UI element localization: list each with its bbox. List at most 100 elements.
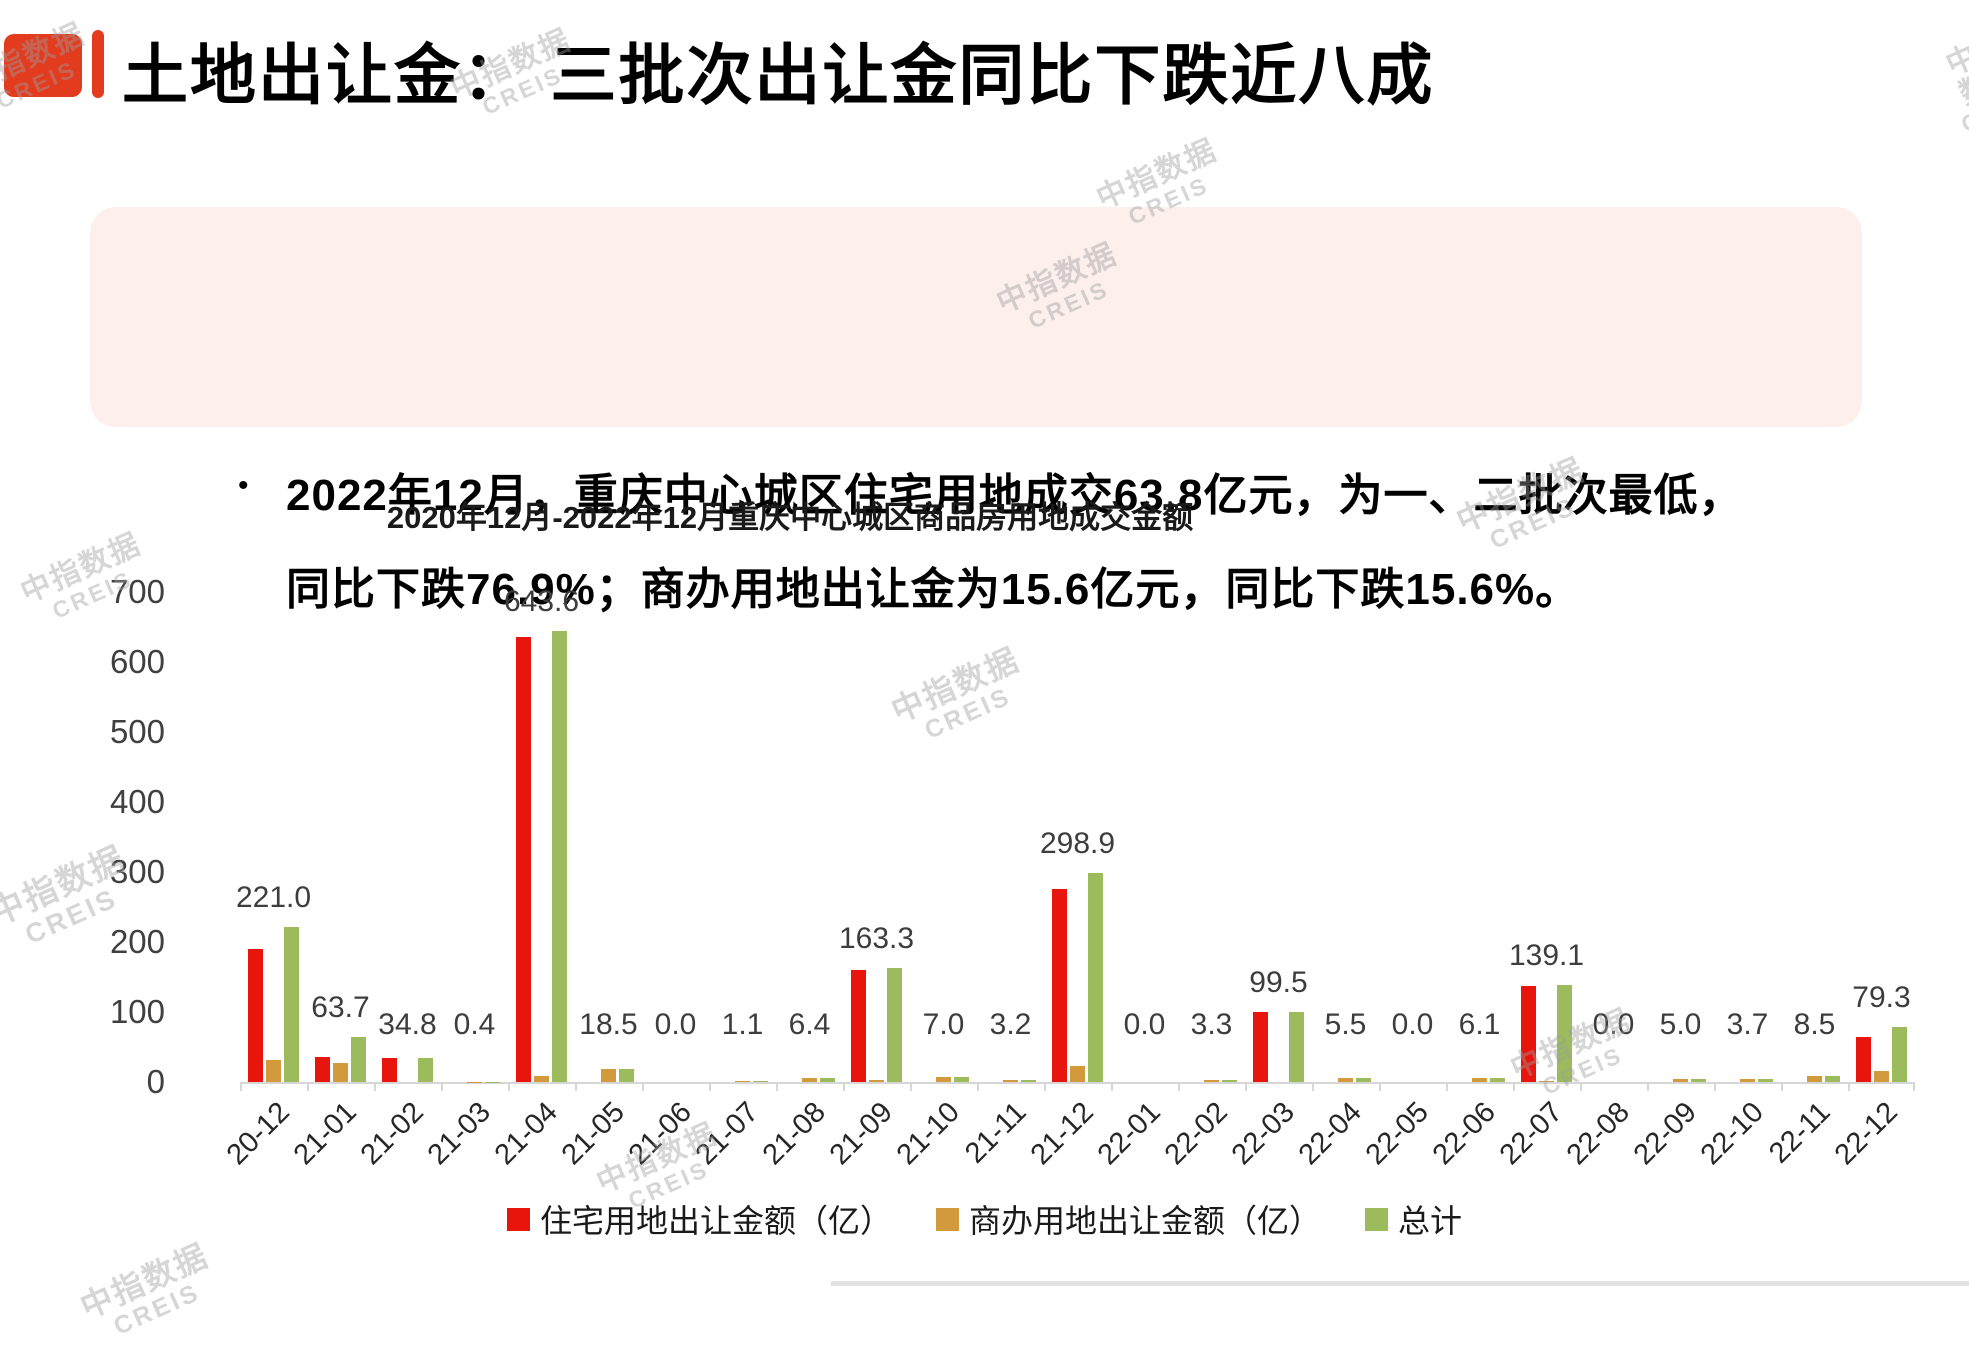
data-label: 3.2: [989, 1008, 1032, 1041]
bar: [1521, 985, 1536, 1082]
bar: [619, 1069, 634, 1082]
bar-cluster: [709, 592, 776, 1082]
bar-group: 298.9 21-12: [1025, 592, 1115, 1171]
bar-cluster: [1848, 592, 1915, 1082]
bar: [1892, 1026, 1907, 1082]
bar: [1088, 872, 1103, 1082]
bar-group: 0.4 21-03: [422, 592, 508, 1171]
bar-cluster: [508, 592, 575, 1082]
x-axis-label: 21-07: [690, 1096, 766, 1172]
bar: [1052, 888, 1067, 1082]
axis-tick: [1913, 1082, 1915, 1091]
bar: [936, 1077, 951, 1082]
bar-group: 5.5 22-04: [1293, 592, 1379, 1171]
legend-label: 商办用地出让金额（亿）: [968, 1203, 1321, 1239]
data-label: 0.4: [453, 1008, 496, 1041]
bar-group: 7.0 21-10: [891, 592, 977, 1171]
axis-tick: [1044, 1082, 1046, 1091]
bar-group: 0.0 21-06: [623, 592, 709, 1171]
chart-title: 2020年12月-2022年12月重庆中心城区商品房用地成交金额: [386, 500, 1194, 535]
bar-cluster: [575, 592, 642, 1082]
watermark: 中指数据 CREIS: [1941, 25, 1969, 138]
bar-cluster: [240, 592, 307, 1082]
bar-cluster: [307, 592, 374, 1082]
data-label: 163.3: [838, 921, 915, 955]
bar-cluster: [374, 592, 441, 1082]
axis-tick: [642, 1082, 644, 1091]
axis-tick: [575, 1082, 577, 1091]
y-axis-label: 300: [109, 853, 165, 890]
y-axis-label: 200: [109, 923, 165, 960]
y-axis-label: 500: [109, 713, 165, 750]
bar: [735, 1081, 750, 1082]
data-label: 1.1: [721, 1008, 764, 1041]
bar: [1338, 1078, 1353, 1082]
axis-tick: [1379, 1082, 1381, 1091]
chart-groups: 221.0 20-12 63.7 21-01 34.8 21-02 0.4 21-03 643.…: [221, 585, 1915, 1172]
summary-line: 2022年12月，重庆中心城区住宅用地成交63.8亿元，为一、二批次最低，: [286, 471, 1744, 520]
bar: [1021, 1079, 1036, 1082]
x-axis-label: 20-12: [221, 1096, 297, 1172]
axis-tick: [977, 1082, 979, 1091]
data-label: 3.7: [1726, 1008, 1769, 1041]
bar: [1356, 1078, 1371, 1082]
bar-cluster: [1647, 592, 1714, 1082]
data-label: 221.0: [235, 881, 312, 915]
legend-item: 住宅用地出让金额（亿）: [506, 1196, 892, 1242]
legend-item: 总计: [1365, 1196, 1462, 1242]
bar: [1758, 1079, 1773, 1082]
title-accent-block-icon: [4, 34, 82, 97]
y-axis-label: 700: [109, 573, 165, 610]
legend-item: 商办用地出让金额（亿）: [935, 1196, 1321, 1242]
bar-cluster: [1312, 592, 1379, 1082]
legend-swatch-icon: [935, 1207, 959, 1231]
x-axis-label: 21-04: [489, 1096, 565, 1172]
bar-group: 0.0 22-01: [1092, 592, 1178, 1171]
x-axis-label: 21-05: [556, 1096, 632, 1172]
bar-group: 0.0 22-08: [1561, 592, 1647, 1171]
bar: [869, 1079, 884, 1082]
bar: [1289, 1012, 1304, 1082]
x-axis-label: 21-11: [959, 1096, 1034, 1170]
bar-cluster: [843, 592, 910, 1082]
y-axis-label: 600: [109, 643, 165, 680]
bar: [887, 967, 902, 1082]
bar: [333, 1062, 348, 1082]
x-axis-label: 21-09: [824, 1096, 900, 1172]
legend-swatch-icon: [1365, 1207, 1388, 1231]
bar-cluster: [1714, 592, 1781, 1082]
bar: [534, 1076, 549, 1082]
bar: [1253, 1012, 1268, 1082]
legend-label: 总计: [1398, 1203, 1463, 1239]
bar-group: 3.7 22-10: [1695, 592, 1781, 1171]
axis-tick: [1513, 1082, 1515, 1091]
bar: [1740, 1079, 1755, 1082]
bar-group: 3.3 22-02: [1159, 592, 1245, 1171]
summary-box: • 2022年12月，重庆中心城区住宅用地成交63.8亿元，为一、二批次最低， …: [90, 207, 1862, 614]
data-label: 6.4: [788, 1008, 831, 1041]
bar: [1204, 1079, 1219, 1082]
bar-group: 99.5 22-03: [1226, 592, 1312, 1171]
bar: [1539, 1080, 1554, 1082]
bar-cluster: [441, 592, 508, 1082]
data-label: 99.5: [1249, 966, 1308, 1000]
data-label: 7.0: [922, 1008, 965, 1041]
axis-tick: [910, 1082, 912, 1091]
bar: [516, 637, 531, 1082]
data-label: 79.3: [1852, 980, 1911, 1014]
bar-group: 79.3 22-12: [1829, 592, 1915, 1172]
y-axis-label: 400: [109, 783, 165, 820]
x-axis-label: 21-10: [891, 1096, 967, 1172]
bar: [1673, 1078, 1688, 1082]
x-axis-label: 21-08: [757, 1096, 833, 1172]
bar: [552, 631, 567, 1082]
bar-group: 8.5 22-11: [1764, 592, 1848, 1170]
data-label: 5.5: [1324, 1008, 1367, 1041]
bar: [1691, 1078, 1706, 1082]
axis-tick: [709, 1082, 711, 1091]
bar-cluster: [776, 592, 843, 1082]
bar-cluster: [1178, 592, 1245, 1082]
x-axis-label: 22-05: [1360, 1096, 1436, 1172]
footer-divider: [831, 1281, 1969, 1286]
